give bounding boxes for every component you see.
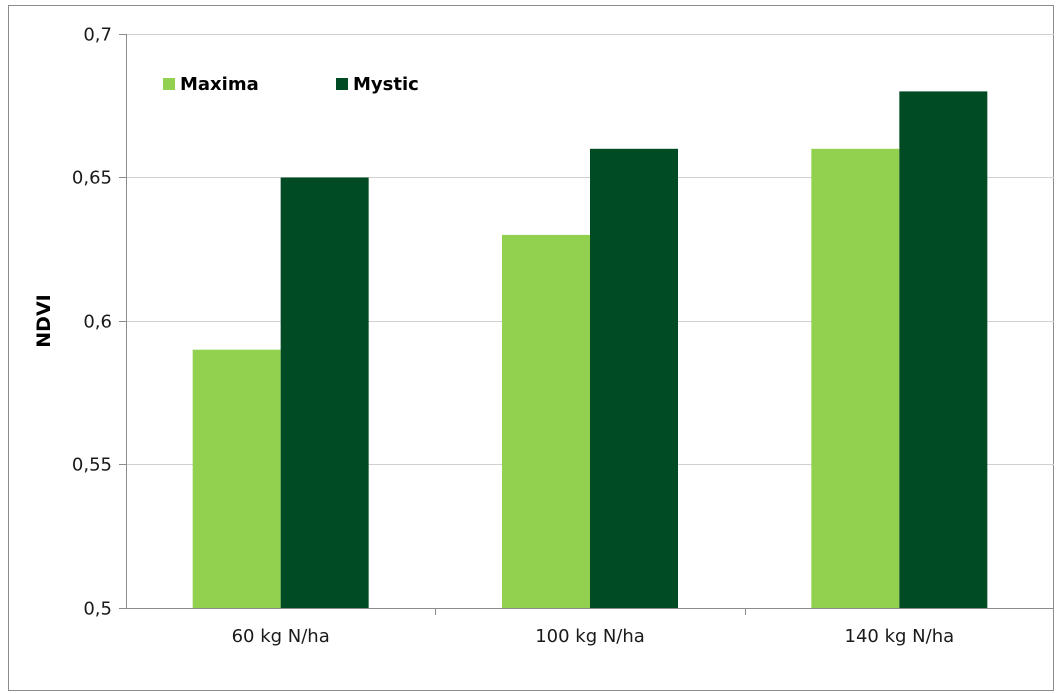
legend: Maxima Mystic	[163, 74, 419, 95]
x-tick-label: 60 kg N/ha	[232, 626, 330, 647]
legend-swatch-mystic	[336, 78, 348, 90]
legend-label-mystic: Mystic	[353, 74, 419, 95]
axes	[119, 34, 1054, 615]
bar-maxima	[811, 148, 900, 609]
bars	[192, 91, 988, 609]
y-tick-label: 0,55	[72, 455, 112, 476]
x-tick-labels: 60 kg N/ha 100 kg N/ha 140 kg N/ha	[232, 626, 955, 647]
x-tick-label: 100 kg N/ha	[535, 626, 645, 647]
y-tick-label: 0,65	[72, 168, 112, 189]
y-tick-label: 0,5	[83, 599, 112, 620]
bar-mystic	[280, 177, 369, 608]
bar-maxima	[502, 234, 590, 608]
y-tick-label: 0,6	[83, 312, 112, 333]
y-tick-labels: 0,5 0,55 0,6 0,65 0,7	[72, 25, 112, 620]
bar-mystic	[590, 148, 678, 609]
legend-label-maxima: Maxima	[180, 74, 259, 95]
x-tick-label: 140 kg N/ha	[845, 626, 955, 647]
bar-mystic	[899, 91, 988, 608]
legend-swatch-maxima	[163, 78, 175, 90]
y-tick-label: 0,7	[83, 25, 112, 46]
bar-maxima	[192, 349, 281, 608]
y-axis-title: NDVI	[33, 294, 55, 347]
